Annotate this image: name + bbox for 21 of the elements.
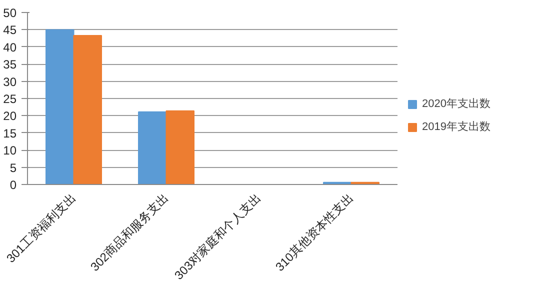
y-tick-label: 50	[3, 6, 17, 20]
y-tick-label: 30	[3, 74, 17, 89]
y-tick-label: 10	[3, 144, 17, 158]
x-tick-label: 303对家庭和个人支出	[172, 190, 264, 282]
y-tick-label: 40	[3, 40, 17, 54]
bar	[166, 110, 194, 184]
bar	[138, 111, 167, 184]
x-tick-label: 310其他资本性支出	[272, 190, 356, 274]
legend-label: 2020年支出数	[422, 97, 490, 111]
legend-label: 2019年支出数	[422, 120, 490, 134]
y-tick-label: 5	[10, 160, 17, 175]
y-tick-label: 15	[3, 126, 17, 140]
bar	[73, 35, 102, 184]
y-tick-label: 0	[10, 178, 17, 192]
x-tick-label: 301工资福利支出	[4, 190, 79, 266]
bar	[46, 29, 74, 184]
x-tick-label: 302商品和服务支出	[88, 190, 172, 274]
y-tick-label: 25	[3, 92, 17, 106]
y-tick-label: 35	[3, 58, 17, 72]
y-tick-label: 45	[3, 23, 17, 38]
y-tick-label: 20	[3, 109, 17, 124]
